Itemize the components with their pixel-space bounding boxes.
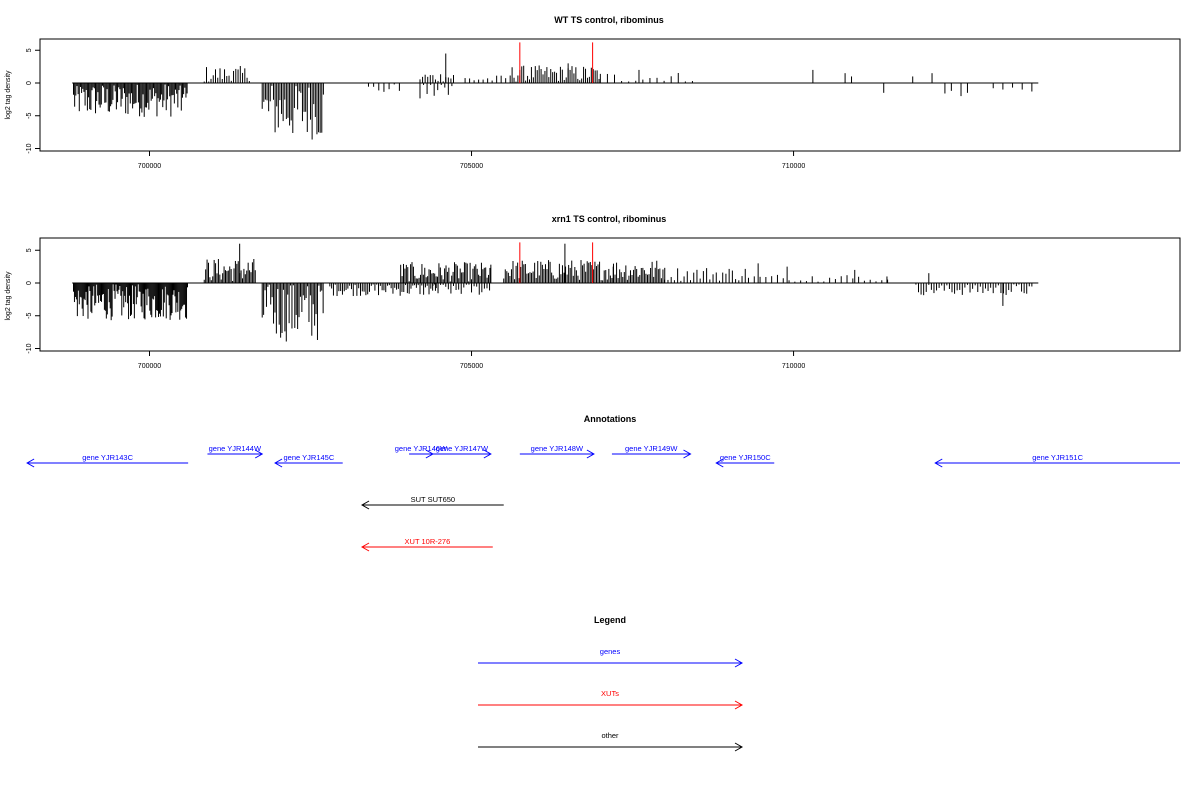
annotation-arrow-arrowhead: [26, 458, 35, 468]
xrn1-y-tick-label: -5: [26, 313, 33, 319]
annotation-label: gene YJR151C: [1032, 453, 1083, 462]
annotation-arrow-arrowhead: [934, 458, 943, 468]
annotation-arrow-arrowhead: [254, 449, 264, 459]
wt-y-axis-label: log2 tag density: [5, 70, 12, 120]
annotation-label: gene YJR150C: [720, 453, 771, 462]
legend-arrow-arrowhead: [734, 658, 744, 668]
xrn1-track-panel: xrn1 TS control, ribominus log2 tag dens…: [5, 214, 1181, 370]
xrn1-axes: 700000 705000 710000 5 0 -5 -10: [26, 248, 805, 370]
legend-arrow-arrowhead: [734, 700, 744, 710]
annotation-feature: gene YJR150C: [715, 453, 775, 468]
legend-entries: genes XUTs other: [478, 647, 744, 752]
annotation-features: gene YJR143C gene YJR144W gene YJR145C gene…: [26, 444, 1180, 552]
wt-track-title: WT TS control, ribominus: [554, 15, 664, 25]
annotation-feature: SUT SUT650: [361, 495, 504, 510]
legend-title: Legend: [594, 615, 626, 625]
annotation-feature: gene YJR149W: [611, 444, 692, 459]
annotation-arrow-arrowhead: [586, 449, 595, 459]
annotation-label: gene YJR149W: [625, 444, 678, 453]
wt-y-tick-label: -10: [26, 143, 33, 153]
annotation-feature: gene YJR143C: [26, 453, 189, 468]
xrn1-y-axis-label: log2 tag density: [5, 271, 12, 321]
annotation-feature: gene YJR147W: [432, 444, 492, 459]
xrn1-y-tick-label: 5: [26, 248, 33, 252]
wt-plot-frame: [39, 38, 1181, 152]
wt-y-tick-label: 5: [26, 48, 33, 52]
annotation-feature: gene YJR145C: [274, 453, 343, 468]
annotation-arrow-arrowhead: [483, 449, 492, 459]
annotation-arrow-arrowhead: [361, 542, 370, 552]
wt-x-tick-label: 710000: [782, 163, 805, 170]
wt-bars: [72, 42, 1039, 140]
wt-axes: 700000 705000 710000 5 0 -5 -10: [26, 48, 805, 170]
annotation-arrow-arrowhead: [683, 449, 692, 459]
wt-x-tick-label: 700000: [138, 163, 161, 170]
annotation-label: gene YJR147W: [436, 444, 489, 453]
annotation-arrow-arrowhead: [274, 458, 283, 468]
legend-label: genes: [600, 647, 621, 656]
xrn1-y-tick-label: -10: [26, 343, 33, 353]
annotation-label: gene YJR146W: [395, 444, 448, 453]
xrn1-x-tick-label: 700000: [138, 363, 161, 370]
xrn1-y-tick-label: 0: [26, 281, 33, 285]
annotation-label: gene YJR148W: [531, 444, 584, 453]
annotation-label: gene YJR144W: [209, 444, 262, 453]
legend-arrow-arrowhead: [734, 742, 744, 752]
wt-track-panel: WT TS control, ribominus log2 tag densit…: [5, 15, 1181, 170]
wt-y-tick-label: -5: [26, 113, 33, 119]
annotation-feature: gene YJR148W: [519, 444, 595, 459]
wt-y-tick-label: 0: [26, 81, 33, 85]
annotation-arrow-arrowhead: [361, 500, 370, 510]
legend-panel: Legend genes XUTs other: [478, 615, 744, 752]
annotation-feature: XUT 10R-276: [361, 537, 493, 552]
annotations-title: Annotations: [584, 414, 637, 424]
xrn1-x-tick-label: 705000: [460, 363, 483, 370]
annotation-feature: gene YJR151C: [934, 453, 1180, 468]
legend-entry: other: [478, 731, 744, 752]
annotation-label: gene YJR145C: [284, 453, 335, 462]
xrn1-plot-frame: [39, 237, 1181, 352]
legend-label: XUTs: [601, 689, 619, 698]
xrn1-track-title: xrn1 TS control, ribominus: [552, 214, 667, 224]
annotation-arrow-arrowhead: [715, 458, 724, 468]
annotation-label: gene YJR143C: [82, 453, 133, 462]
xrn1-bars: [72, 242, 1039, 342]
annotation-label: XUT 10R-276: [405, 537, 451, 546]
legend-entry: XUTs: [478, 689, 744, 710]
annotation-feature: gene YJR144W: [207, 444, 264, 459]
annotation-label: SUT SUT650: [411, 495, 455, 504]
legend-entry: genes: [478, 647, 744, 668]
xrn1-x-tick-label: 710000: [782, 363, 805, 370]
wt-x-tick-label: 705000: [460, 163, 483, 170]
legend-label: other: [601, 731, 619, 740]
